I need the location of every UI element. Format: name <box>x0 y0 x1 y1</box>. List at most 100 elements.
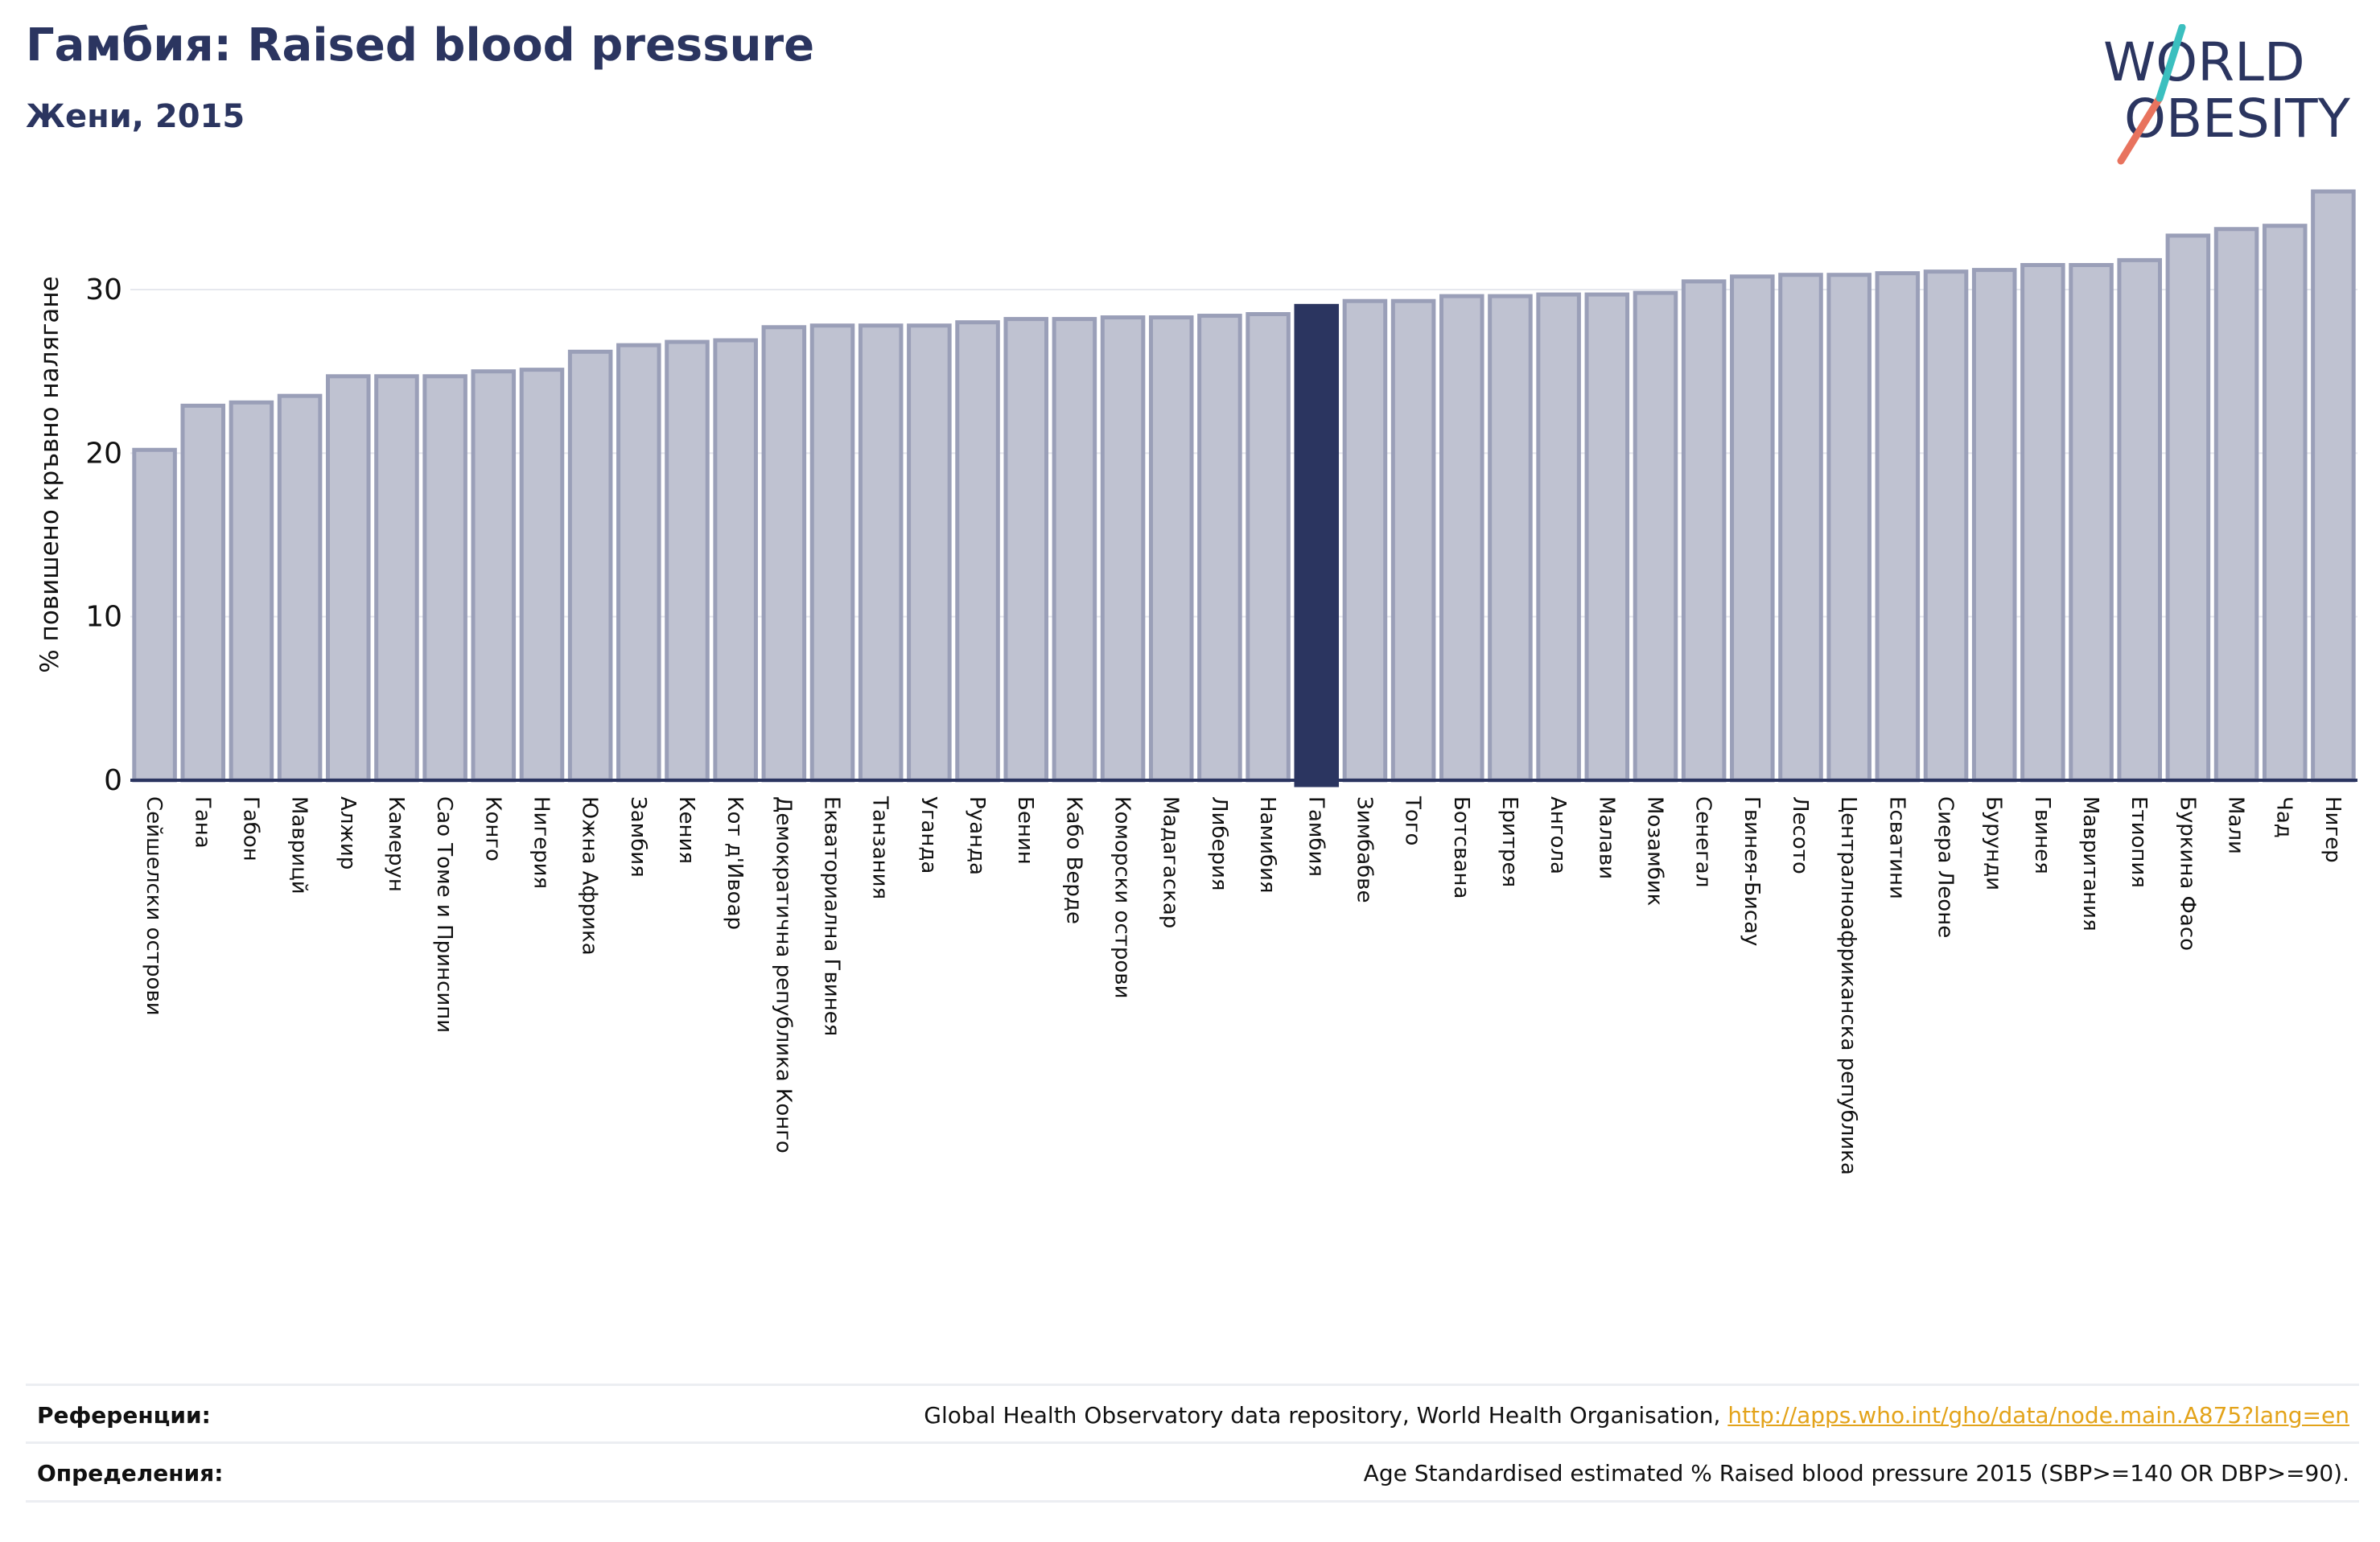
x-tick-label: Замбия <box>626 796 650 878</box>
bar-chart: 0 10 20 30 Сейшелски острови Гана Габон Мавриц… <box>35 189 2357 1175</box>
x-tick-label: Гамбия <box>1303 796 1328 877</box>
bar <box>2020 263 2065 783</box>
x-tick-label: Алжир <box>336 796 360 870</box>
logo-line1: WORLD <box>2103 31 2305 93</box>
x-tick-label: Того <box>1401 796 1425 845</box>
bar <box>1342 298 1388 783</box>
x-tick-label: Ангола <box>1546 796 1570 874</box>
bar <box>471 369 517 783</box>
x-tick-label: Уганда <box>916 796 941 874</box>
x-tick-label: Екваториална Гвинея <box>820 796 844 1036</box>
x-tick-label: Нигерия <box>529 796 553 889</box>
x-tick-label: Габон <box>238 796 262 861</box>
bar <box>1246 312 1291 783</box>
x-tick-label: Мавритания <box>2078 796 2102 931</box>
definitions-label: Определения: <box>37 1460 224 1486</box>
bar <box>1633 290 1678 783</box>
x-tick-label: Сенегал <box>1691 796 1715 887</box>
x-tick-label: Нигер <box>2320 796 2345 863</box>
x-tick-label: Малави <box>1594 796 1618 879</box>
x-tick-label: Етиопия <box>2127 796 2151 888</box>
x-tick-label: Танзания <box>868 796 892 899</box>
bar <box>519 368 565 783</box>
x-tick-label: Кения <box>674 796 698 864</box>
bar <box>2165 233 2211 783</box>
y-tick-label: 0 <box>104 764 122 797</box>
bar <box>326 374 371 783</box>
x-tick-label: Бенин <box>1013 796 1037 865</box>
bar <box>374 374 419 783</box>
bar <box>1052 317 1097 783</box>
definitions-row: Определения: Age Standardised estimated … <box>26 1441 2359 1499</box>
bar <box>567 349 613 783</box>
x-tick-label: Коморски острови <box>1110 796 1134 999</box>
bar-highlighted <box>1294 303 1340 787</box>
bar <box>422 374 467 783</box>
x-tick-label: Гана <box>190 796 214 849</box>
bar <box>229 400 274 783</box>
bar <box>132 447 177 783</box>
x-tick-label: Ботсвана <box>1449 796 1473 898</box>
x-tick-label: Сиера Леоне <box>1933 796 1958 938</box>
bar <box>1971 268 2017 783</box>
bar <box>1197 314 1242 783</box>
bar <box>616 343 661 783</box>
bar <box>1003 317 1048 783</box>
x-tick-label: Кот д'Ивоар <box>723 796 747 930</box>
x-tick-label: Маврицй <box>287 796 311 894</box>
x-tick-label: Еритрея <box>1497 796 1521 887</box>
world-obesity-logo: WORLD OBESITY <box>2103 24 2351 165</box>
bar <box>1100 315 1146 783</box>
bar <box>1584 292 1630 783</box>
references-source: Global Health Observatory data repositor… <box>924 1402 1728 1429</box>
y-tick-label: 30 <box>85 273 122 306</box>
bar <box>761 325 807 783</box>
chart-subtitle: Жени, 2015 <box>26 98 245 135</box>
x-tick-label: Либерия <box>1207 796 1231 891</box>
bar <box>713 338 758 783</box>
x-tick-label: Мадагаскар <box>1159 796 1183 928</box>
chart-title: Гамбия: Raised blood pressure <box>26 19 815 72</box>
bar <box>1826 273 1871 783</box>
x-tick-label: Сао Томе и Принсипи <box>432 796 456 1033</box>
bar <box>955 320 1000 783</box>
bar <box>2213 227 2259 783</box>
x-tick-label: Лесото <box>1788 796 1812 874</box>
bar <box>1439 294 1484 783</box>
references-text: Global Health Observatory data repositor… <box>924 1402 2349 1429</box>
bar <box>1923 269 1969 783</box>
x-tick-label: Камерун <box>384 796 408 892</box>
y-axis-label: % повишено кръвно налягане <box>35 276 64 673</box>
footer-divider <box>26 1500 2359 1503</box>
bar <box>2117 257 2162 783</box>
bar <box>1148 315 1194 783</box>
bar <box>907 323 952 783</box>
bar <box>1390 298 1436 783</box>
x-tick-label: Централноафриканска република <box>1836 796 1860 1175</box>
references-row: Референции: Global Health Observatory da… <box>26 1384 2359 1441</box>
bar <box>1488 294 1533 783</box>
x-tick-label: Сейшелски острови <box>142 796 166 1016</box>
bar <box>1536 292 1581 783</box>
bar <box>2311 189 2356 783</box>
x-tick-label: Мали <box>2224 796 2248 854</box>
x-tick-label: Зимбабве <box>1352 796 1376 903</box>
bar <box>858 323 904 783</box>
x-tick-label: Есватини <box>1884 796 1909 899</box>
x-tick-label: Чад <box>2272 796 2296 838</box>
bar <box>1681 279 1727 783</box>
bar <box>1778 273 1823 783</box>
x-tick-label: Намибия <box>1255 796 1279 894</box>
x-tick-label: Демократична република Конго <box>771 796 795 1153</box>
bar <box>2069 263 2114 783</box>
x-tick-label: Гвинея <box>2030 796 2054 874</box>
references-link[interactable]: http://apps.who.int/gho/data/node.main.A… <box>1727 1402 2349 1429</box>
bar <box>665 339 710 783</box>
x-tick-label: Южна Африка <box>578 796 602 956</box>
x-tick-label: Буркина Фасо <box>2175 796 2199 951</box>
bar <box>809 323 855 783</box>
references-label: Референции: <box>37 1402 211 1429</box>
bar <box>180 403 226 783</box>
bar <box>1730 274 1775 783</box>
y-tick-label: 10 <box>85 601 122 634</box>
